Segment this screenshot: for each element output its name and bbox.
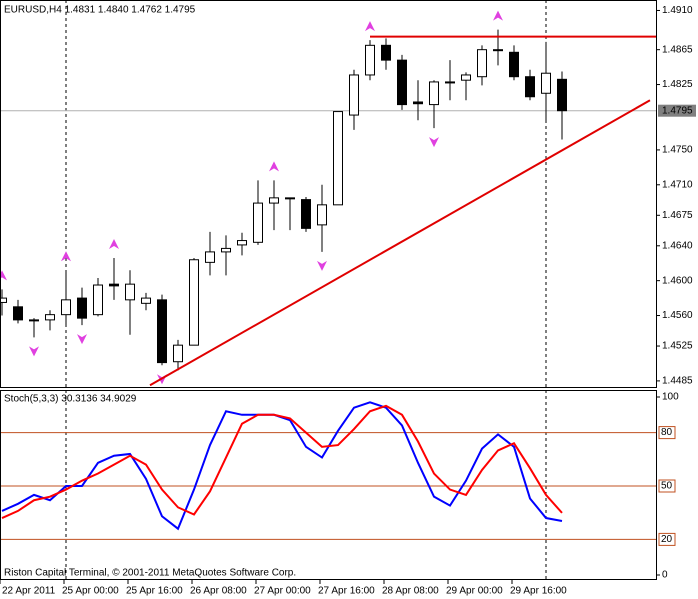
chart-title: EURUSD,H4 1.4831 1.4840 1.4762 1.4795: [4, 5, 196, 16]
x-tick-label: 27 Apr 00:00: [254, 586, 311, 597]
candle-body: [429, 81, 439, 106]
level-label: 80: [661, 427, 673, 438]
candle-body: [109, 283, 119, 287]
y-tick-label: 1.4675: [662, 210, 693, 221]
x-tick-label: 26 Apr 08:00: [190, 586, 247, 597]
sub-frame: [0, 390, 657, 580]
candle-body: [381, 44, 391, 61]
candle-body: [477, 49, 487, 78]
candle-body: [541, 72, 551, 94]
fractal-up: [109, 239, 119, 249]
candle-body: [253, 202, 263, 243]
x-tick-label: 29 Apr 16:00: [510, 586, 567, 597]
level-label-box: [658, 532, 676, 546]
y-tick-label: 100: [662, 392, 679, 403]
candle-body: [413, 101, 423, 105]
y-tick-label: 0: [662, 570, 668, 581]
candle-body: [397, 59, 407, 106]
y-tick-label: 1.4560: [662, 310, 693, 321]
footer-annotation: Riston Capital Terminal, © 2001-2011 Met…: [4, 568, 296, 579]
current-price-box: [658, 104, 696, 117]
indicator-title: Stoch(5,3,3) 30.3136 34.9029: [4, 394, 137, 405]
main-frame: [0, 0, 657, 388]
candle-body: [301, 199, 311, 229]
y-tick-label: 1.4865: [662, 44, 693, 55]
candle-body: [13, 306, 23, 321]
stoch-line: [1, 404, 563, 519]
x-tick-label: 28 Apr 08:00: [382, 586, 439, 597]
candle-body: [317, 204, 327, 226]
candle-body: [461, 74, 471, 81]
candle-body: [509, 51, 519, 78]
candle-body: [77, 297, 87, 319]
candle-body: [29, 319, 39, 322]
candle-body: [0, 297, 7, 303]
candle-body: [525, 76, 535, 98]
candle-body: [173, 344, 183, 363]
fractal-up: [0, 270, 7, 281]
level-label-box: [658, 426, 676, 440]
fractal-down: [429, 137, 439, 148]
candle-body: [333, 111, 343, 206]
y-tick-label: 1.4825: [662, 79, 693, 90]
candle-body: [365, 44, 375, 76]
candle-body: [125, 283, 135, 301]
x-tick-label: 29 Apr 00:00: [446, 586, 503, 597]
level-label-box: [658, 479, 676, 493]
level-label: 20: [661, 534, 673, 545]
fractal-up: [269, 161, 279, 172]
candle-body: [445, 81, 455, 84]
y-tick-label: 1.4910: [662, 5, 693, 16]
x-tick-label: 27 Apr 16:00: [318, 586, 375, 597]
candle-body: [141, 297, 151, 304]
fractal-up: [493, 10, 503, 21]
candle-body: [157, 299, 167, 364]
candle-body: [221, 247, 231, 253]
candle-body: [349, 74, 359, 116]
x-tick-label: 25 Apr 16:00: [126, 586, 183, 597]
y-tick-label: 1.4640: [662, 240, 693, 251]
candle-body: [285, 197, 295, 200]
x-tick-label: 25 Apr 00:00: [62, 586, 119, 597]
y-tick-label: 1.4485: [662, 376, 693, 387]
fractal-down: [77, 334, 87, 345]
y-tick-label: 1.4525: [662, 341, 693, 352]
fractal-down: [29, 346, 39, 357]
candle-body: [93, 284, 103, 316]
fractal-up: [61, 251, 71, 262]
candle-body: [269, 197, 279, 204]
trend-line: [149, 99, 651, 387]
candle-body: [557, 78, 567, 112]
candle-body: [237, 240, 247, 246]
x-tick-label: 22 Apr 2011: [2, 586, 56, 597]
y-tick-label: 1.4750: [662, 145, 693, 156]
current-price-label: 1.4795: [662, 105, 693, 116]
candle-body: [205, 251, 215, 263]
y-tick-label: 1.4710: [662, 179, 693, 190]
level-label: 50: [661, 481, 673, 492]
fractal-down: [317, 260, 327, 271]
plot-area: [0, 0, 656, 580]
candle-body: [45, 314, 55, 321]
candle-body: [493, 49, 503, 52]
candle-body: [61, 299, 71, 316]
y-tick-label: 1.4600: [662, 275, 693, 286]
candle-body: [189, 259, 199, 346]
fractal-up: [365, 21, 375, 32]
